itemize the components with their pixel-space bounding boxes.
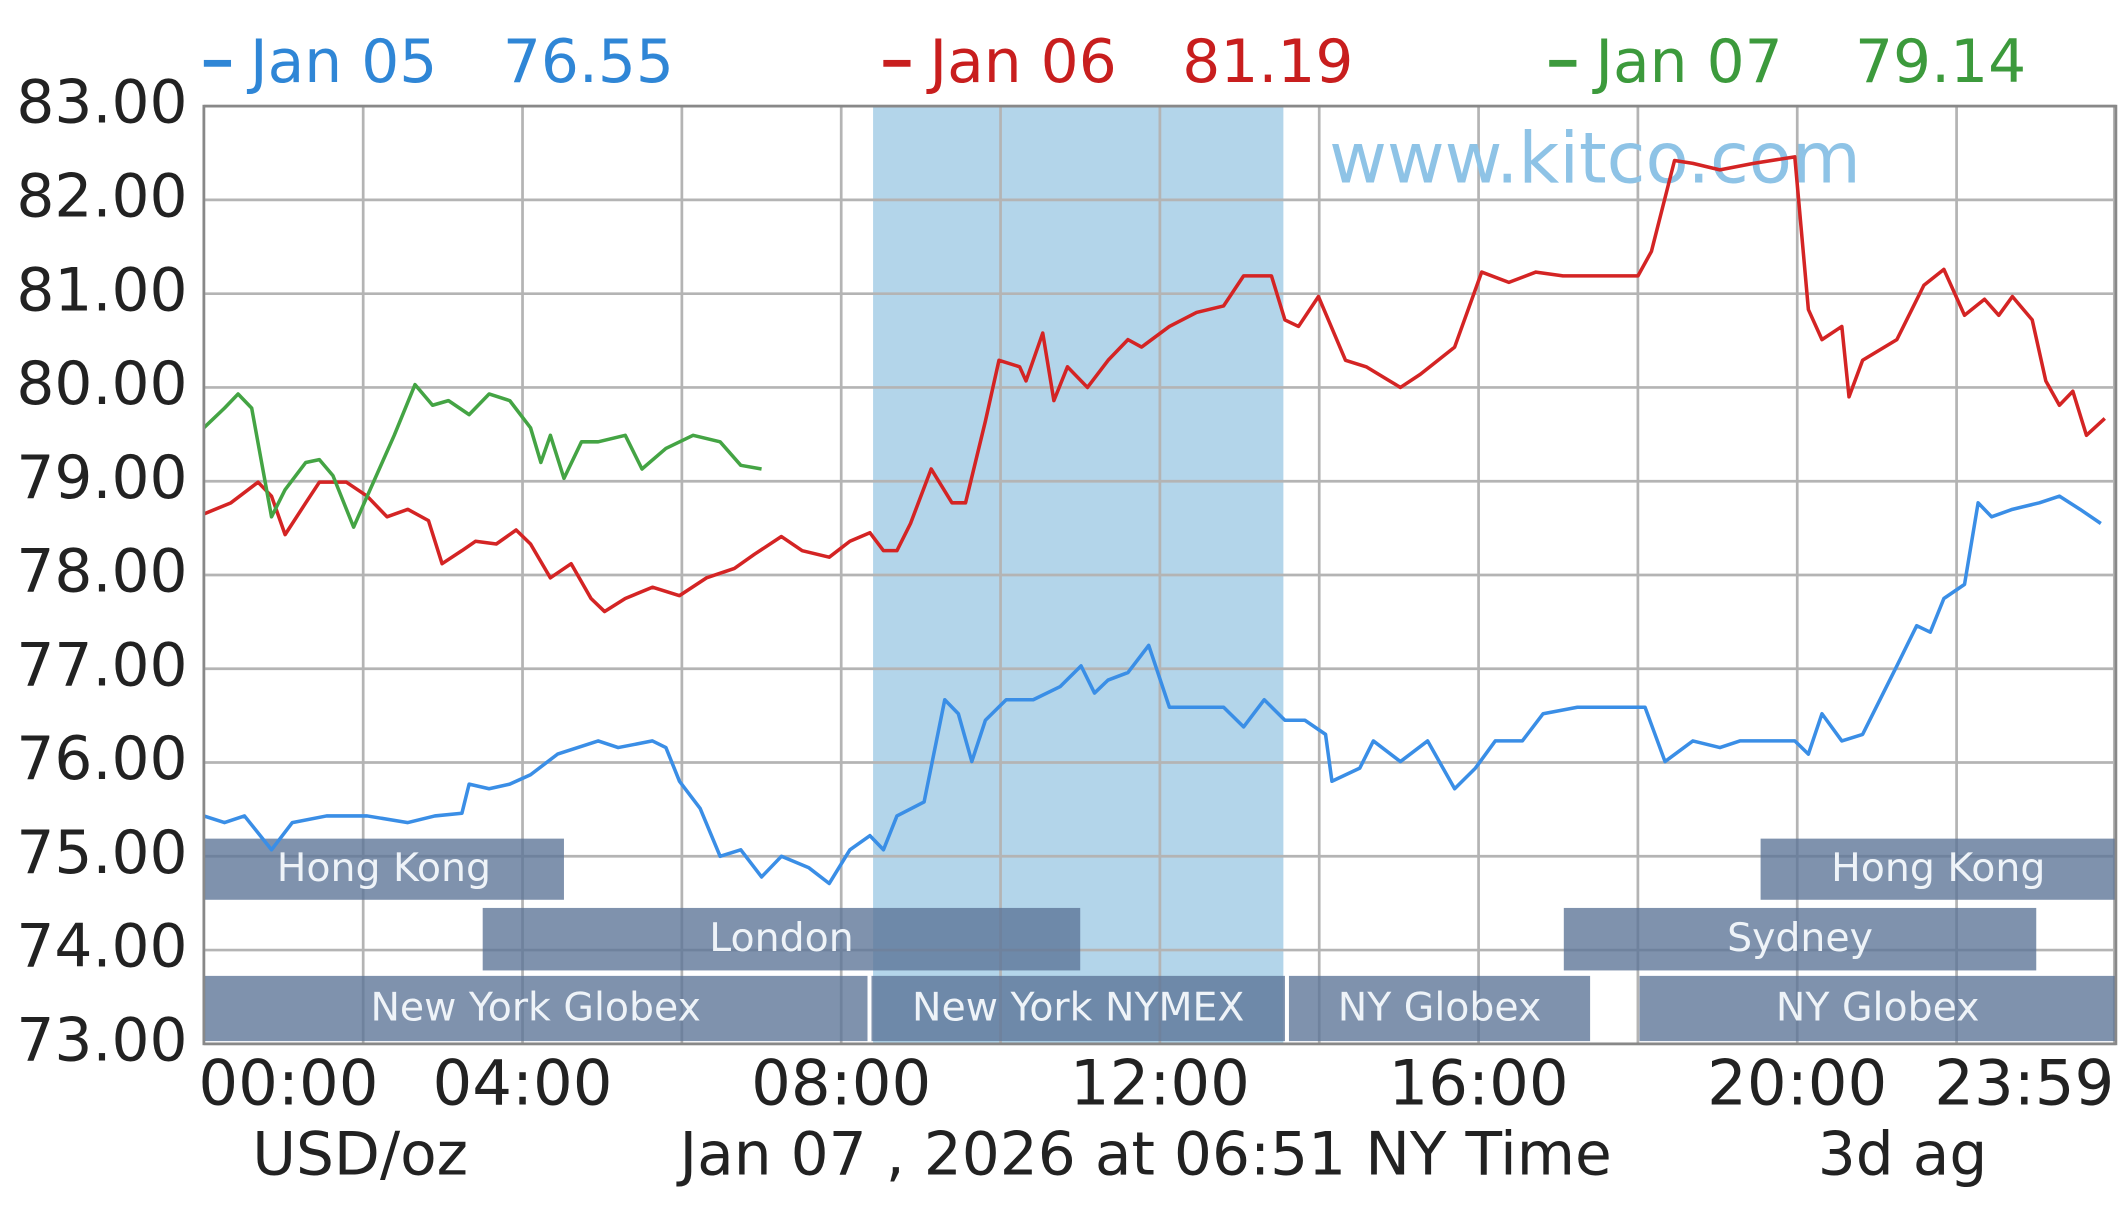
legend-marker (203, 59, 232, 67)
legend-label: Jan 05 (246, 28, 437, 97)
legend-label: Jan 07 (1591, 28, 1782, 97)
x-tick-label: 04:00 (432, 1046, 612, 1119)
session-bar (482, 907, 1081, 971)
watermark: www.kitco.com (1329, 117, 1861, 200)
legend-value: 79.14 (1855, 28, 2026, 97)
session-label: London (709, 915, 853, 961)
range-label: 3d ag (1818, 1121, 1988, 1190)
x-tick-label: 12:00 (1070, 1046, 1250, 1119)
legend-value: 76.55 (503, 28, 674, 97)
x-tick-label: 16:00 (1389, 1046, 1569, 1119)
legend-marker (883, 59, 911, 67)
legend-label: Jan 06 (926, 28, 1117, 97)
y-tick-label: 76.00 (16, 725, 187, 794)
series-line (202, 382, 762, 529)
session-label: New York NYMEX (912, 984, 1244, 1030)
unit-label: USD/oz (252, 1121, 468, 1190)
y-tick-label: 77.00 (16, 631, 187, 700)
timestamp: Jan 07 , 2026 at 06:51 NY Time (675, 1121, 1611, 1190)
legend-marker (1549, 59, 1577, 67)
session-bar (871, 975, 1285, 1042)
session-label: NY Globex (1338, 984, 1542, 1030)
session-bar (1639, 975, 2116, 1042)
series-line (203, 155, 2106, 614)
x-tick-label: 08:00 (751, 1046, 931, 1119)
x-tick-label: 23:59 (1934, 1046, 2114, 1119)
session-label: NY Globex (1776, 984, 1980, 1030)
legend-value: 81.19 (1182, 28, 1353, 97)
session-label: Sydney (1727, 915, 1873, 961)
session-label: New York Globex (370, 984, 700, 1030)
session-bar (203, 975, 868, 1042)
session-label: Hong Kong (1831, 845, 2045, 891)
y-tick-label: 81.00 (16, 256, 187, 325)
y-tick-label: 78.00 (16, 538, 187, 607)
y-tick-label: 73.00 (16, 1006, 187, 1075)
y-tick-label: 79.00 (16, 444, 187, 513)
x-tick-label: 00:00 (198, 1046, 378, 1119)
session-bar (203, 838, 564, 900)
plot-frame (202, 104, 2118, 1046)
session-label: Hong Kong (277, 845, 491, 891)
y-tick-label: 75.00 (16, 819, 187, 888)
x-tick-label: 20:00 (1707, 1046, 1887, 1119)
session-bar (1760, 838, 2116, 900)
session-bar (1288, 975, 1591, 1042)
y-tick-label: 82.00 (16, 163, 187, 232)
session-bar (1563, 907, 2037, 971)
series-line (203, 494, 2102, 886)
y-tick-label: 74.00 (16, 913, 187, 982)
y-tick-label: 83.00 (16, 69, 187, 138)
y-tick-label: 80.00 (16, 350, 187, 419)
